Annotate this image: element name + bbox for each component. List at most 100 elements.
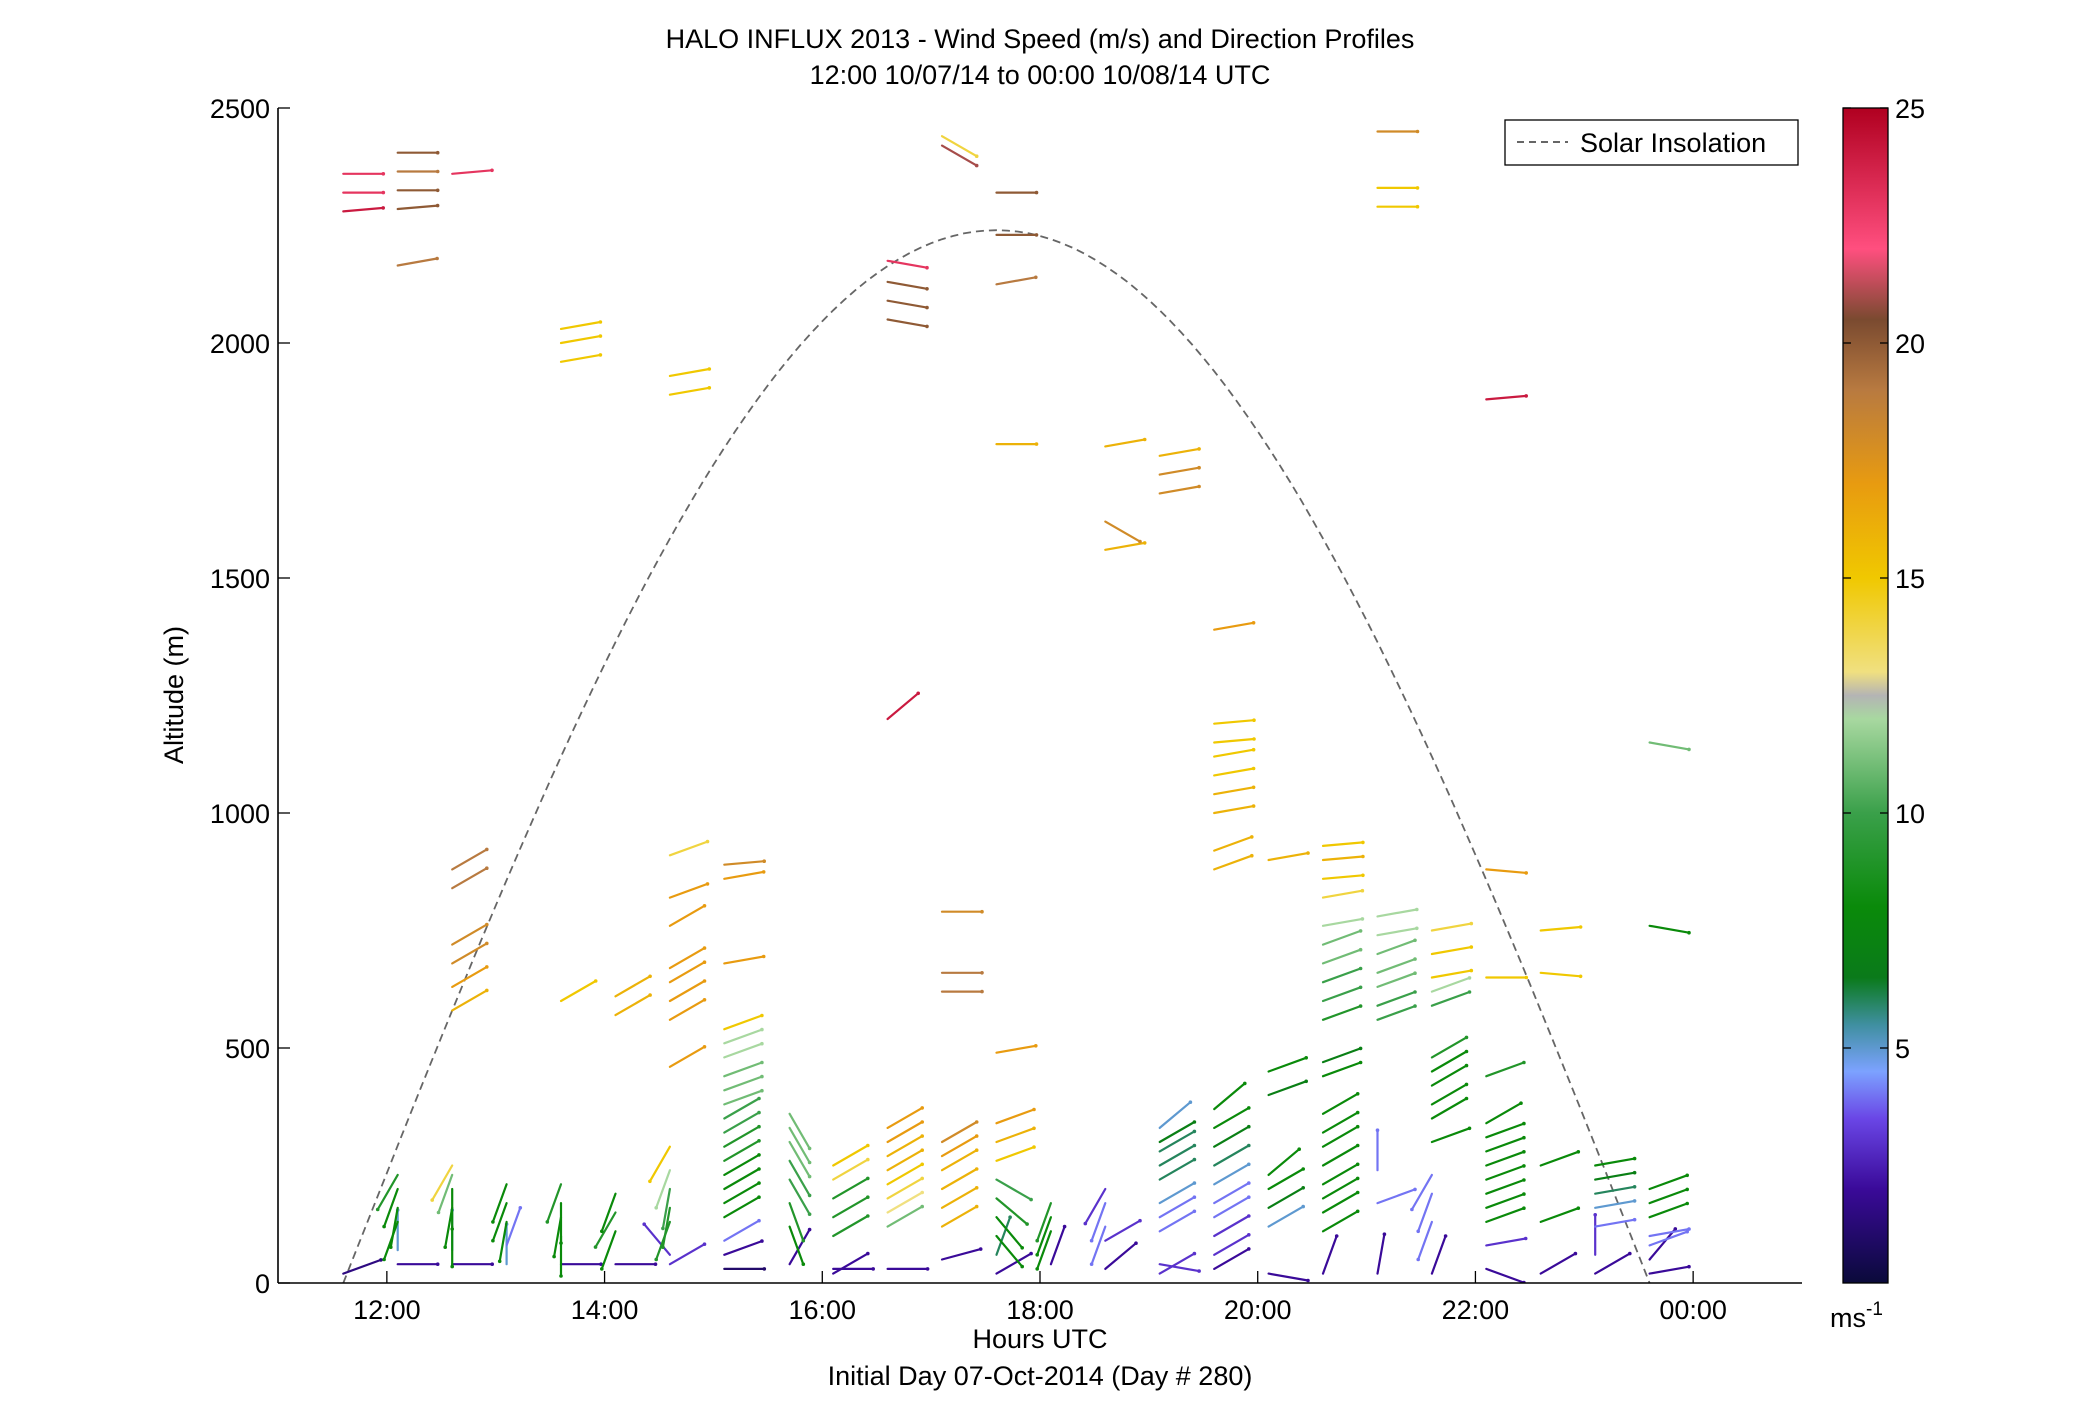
wind-barb-tip — [866, 1251, 870, 1256]
wind-barb-tip — [1035, 1267, 1039, 1271]
wind-barb — [1485, 1150, 1526, 1167]
wind-barb-tip — [866, 1214, 870, 1218]
wind-barb — [995, 1108, 1036, 1125]
wind-barb-tip — [600, 1267, 604, 1271]
wind-barb-tip — [925, 265, 929, 270]
wind-barb — [1430, 969, 1473, 979]
wind-barb-tip — [1469, 968, 1474, 973]
wind-barb-tip — [1089, 1262, 1094, 1266]
wind-barb — [668, 882, 709, 899]
wind-barb-tip — [925, 324, 929, 329]
wind-barb — [437, 1173, 454, 1214]
wind-barb-tip — [1243, 1081, 1247, 1086]
wind-barb — [1321, 1177, 1359, 1200]
wind-barb — [559, 353, 602, 363]
wind-barb-tip — [1355, 1143, 1360, 1148]
wind-barb — [1321, 1210, 1359, 1233]
wind-barb-tip — [1297, 1147, 1301, 1151]
wind-barb — [1321, 948, 1362, 965]
wind-barb-tip — [1522, 1135, 1526, 1140]
wind-barb-tip — [1032, 1107, 1036, 1112]
wind-barb — [1321, 1191, 1359, 1214]
solar-insolation-line — [342, 229, 1651, 1283]
wind-barb-tip — [760, 1060, 764, 1065]
wind-barb-tip — [1415, 204, 1420, 209]
wind-barb-tip — [1360, 917, 1365, 921]
wind-barb — [552, 1216, 563, 1258]
wind-barb — [723, 1125, 761, 1148]
wind-barb-tip — [485, 866, 489, 870]
wind-barb — [1485, 1237, 1527, 1247]
wind-barb-tip — [642, 1222, 646, 1226]
wind-barb-tip — [485, 847, 489, 852]
wind-barb-tip — [974, 1186, 979, 1190]
wind-barb-tip — [1522, 1178, 1526, 1182]
wind-barb-tip — [1522, 1192, 1526, 1196]
wind-barb-tip — [1358, 929, 1363, 933]
wind-barb-tip — [760, 1041, 764, 1046]
wind-barb — [1158, 1252, 1196, 1275]
wind-barb — [788, 1201, 805, 1242]
wind-barb-tip — [1576, 1206, 1581, 1210]
wind-barb — [1213, 1163, 1250, 1186]
wind-barb-tip — [1034, 275, 1038, 280]
wind-barb — [1376, 1004, 1417, 1021]
wind-barb-tip — [1415, 926, 1419, 931]
wind-barb-tip — [980, 909, 984, 914]
wind-barb — [1321, 874, 1365, 880]
wind-barb — [451, 867, 488, 890]
wind-barb — [451, 942, 488, 965]
wind-barb — [1485, 1122, 1526, 1139]
wind-barb-tip — [1089, 1238, 1094, 1243]
wind-barb — [376, 1173, 399, 1211]
wind-barb-tip — [1358, 966, 1363, 971]
wind-barb-tip — [1032, 1145, 1036, 1149]
wind-barb — [1321, 889, 1364, 899]
wind-barb — [995, 1197, 1029, 1226]
wind-barb-tip — [757, 1096, 761, 1101]
wind-barb — [886, 1149, 924, 1172]
wind-barb — [1594, 1157, 1636, 1167]
wind-barb — [1321, 1092, 1359, 1115]
wind-barb-tip — [430, 1198, 435, 1202]
wind-barb-tip — [866, 1157, 870, 1162]
wind-barb — [1213, 737, 1256, 744]
wind-barb — [661, 1187, 672, 1230]
wind-barb-tip — [1524, 394, 1528, 398]
wind-barb-tip — [757, 1153, 761, 1157]
wind-barb-tip — [1416, 1229, 1420, 1234]
wind-barb-tip — [1443, 1234, 1448, 1238]
wind-barb-tip — [1334, 1234, 1339, 1238]
wind-barb-tip — [1355, 1124, 1360, 1129]
wind-barb-tip — [757, 1181, 761, 1185]
colorbar-unit-label: ms-1 — [1830, 1299, 1883, 1333]
wind-barb-tip — [490, 168, 494, 173]
wind-barb-tip — [654, 1257, 658, 1262]
wind-barb — [1213, 621, 1255, 631]
wind-barb — [1213, 1196, 1250, 1219]
wind-barb-tip — [1192, 1157, 1197, 1162]
wind-barb-tip — [1687, 747, 1691, 752]
wind-barb — [723, 1089, 764, 1106]
wind-barb-tip — [1464, 1096, 1469, 1101]
wind-barb — [723, 1097, 761, 1120]
wind-barb-tip — [1025, 1222, 1029, 1226]
wind-barb — [940, 1247, 982, 1261]
wind-barb — [655, 1169, 672, 1209]
wind-barb — [1430, 1064, 1468, 1087]
wind-barb-tip — [1252, 718, 1256, 722]
wind-barb — [614, 993, 652, 1017]
wind-barb — [1485, 1164, 1526, 1181]
wind-barb-tip — [807, 1146, 812, 1151]
wind-barb-tip — [1301, 1204, 1305, 1209]
wind-barb — [1321, 1111, 1359, 1134]
wind-barb — [491, 1201, 508, 1242]
wind-barb — [1539, 1207, 1580, 1224]
wind-barb — [668, 840, 709, 857]
wind-barb-tip — [1142, 437, 1147, 442]
wind-barb — [723, 1014, 764, 1031]
colorbar-tick-label: 10 — [1895, 799, 1925, 829]
wind-barb-tip — [1138, 1218, 1142, 1223]
wind-barb — [1594, 1185, 1636, 1195]
wind-barb — [600, 1192, 617, 1233]
